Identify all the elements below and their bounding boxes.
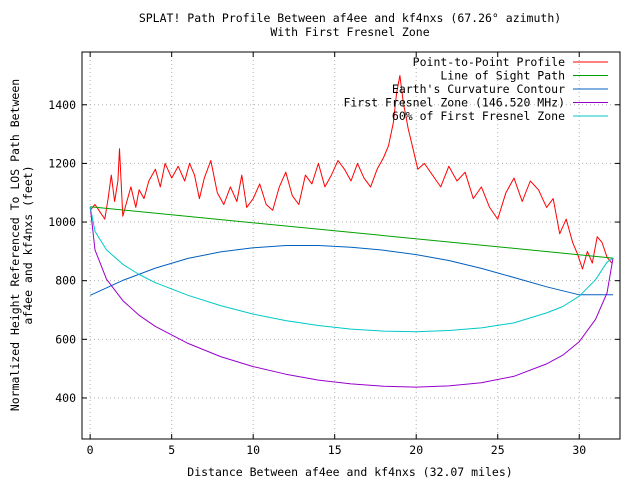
x-tick-label: 15 [328,443,342,457]
y-tick-label: 800 [55,274,76,288]
legend-label-4: First Fresnel Zone (146.520 MHz) [343,96,565,110]
y-tick-label: 400 [55,391,76,405]
y-tick-label: 1200 [48,156,76,170]
y-axis-label-line-1: Normalized Height Referenced To LOS Path… [8,79,22,411]
series-line-5 [89,206,614,333]
x-tick-label: 20 [409,443,423,457]
x-tick-label: 0 [87,443,94,457]
series-line-4 [89,206,614,388]
x-tick-label: 30 [572,443,586,457]
x-tick-label: 10 [246,443,260,457]
y-tick-label: 600 [55,332,76,346]
chart-subtitle: With First Fresnel Zone [270,25,429,39]
y-tick-label: 1000 [48,215,76,229]
x-tick-label: 5 [168,443,175,457]
ticks-group: 0 5 10 15 20 25 30 400 600 800 1000 1200 1400 [48,52,620,457]
legend-label-2: Line of Sight Path [440,69,565,83]
series-group [89,75,614,388]
series-line-2 [90,206,614,259]
legend-label-5: 60% of First Fresnel Zone [392,109,565,123]
y-tick-label: 1400 [48,98,76,112]
series-line-3 [89,245,613,296]
x-tick-label: 25 [491,443,505,457]
y-axis-label-line-2: af4ee and kf4nxs (feet) [21,165,35,324]
legend-label-1: Point-to-Point Profile [413,55,565,69]
plot-frame [81,51,621,440]
x-axis-label: Distance Between af4ee and kf4nxs (32.07… [187,465,512,479]
legend-label-3: Earth's Curvature Contour [392,82,565,96]
chart-title: SPLAT! Path Profile Between af4ee and kf… [139,11,561,25]
series-line-1 [89,75,613,270]
